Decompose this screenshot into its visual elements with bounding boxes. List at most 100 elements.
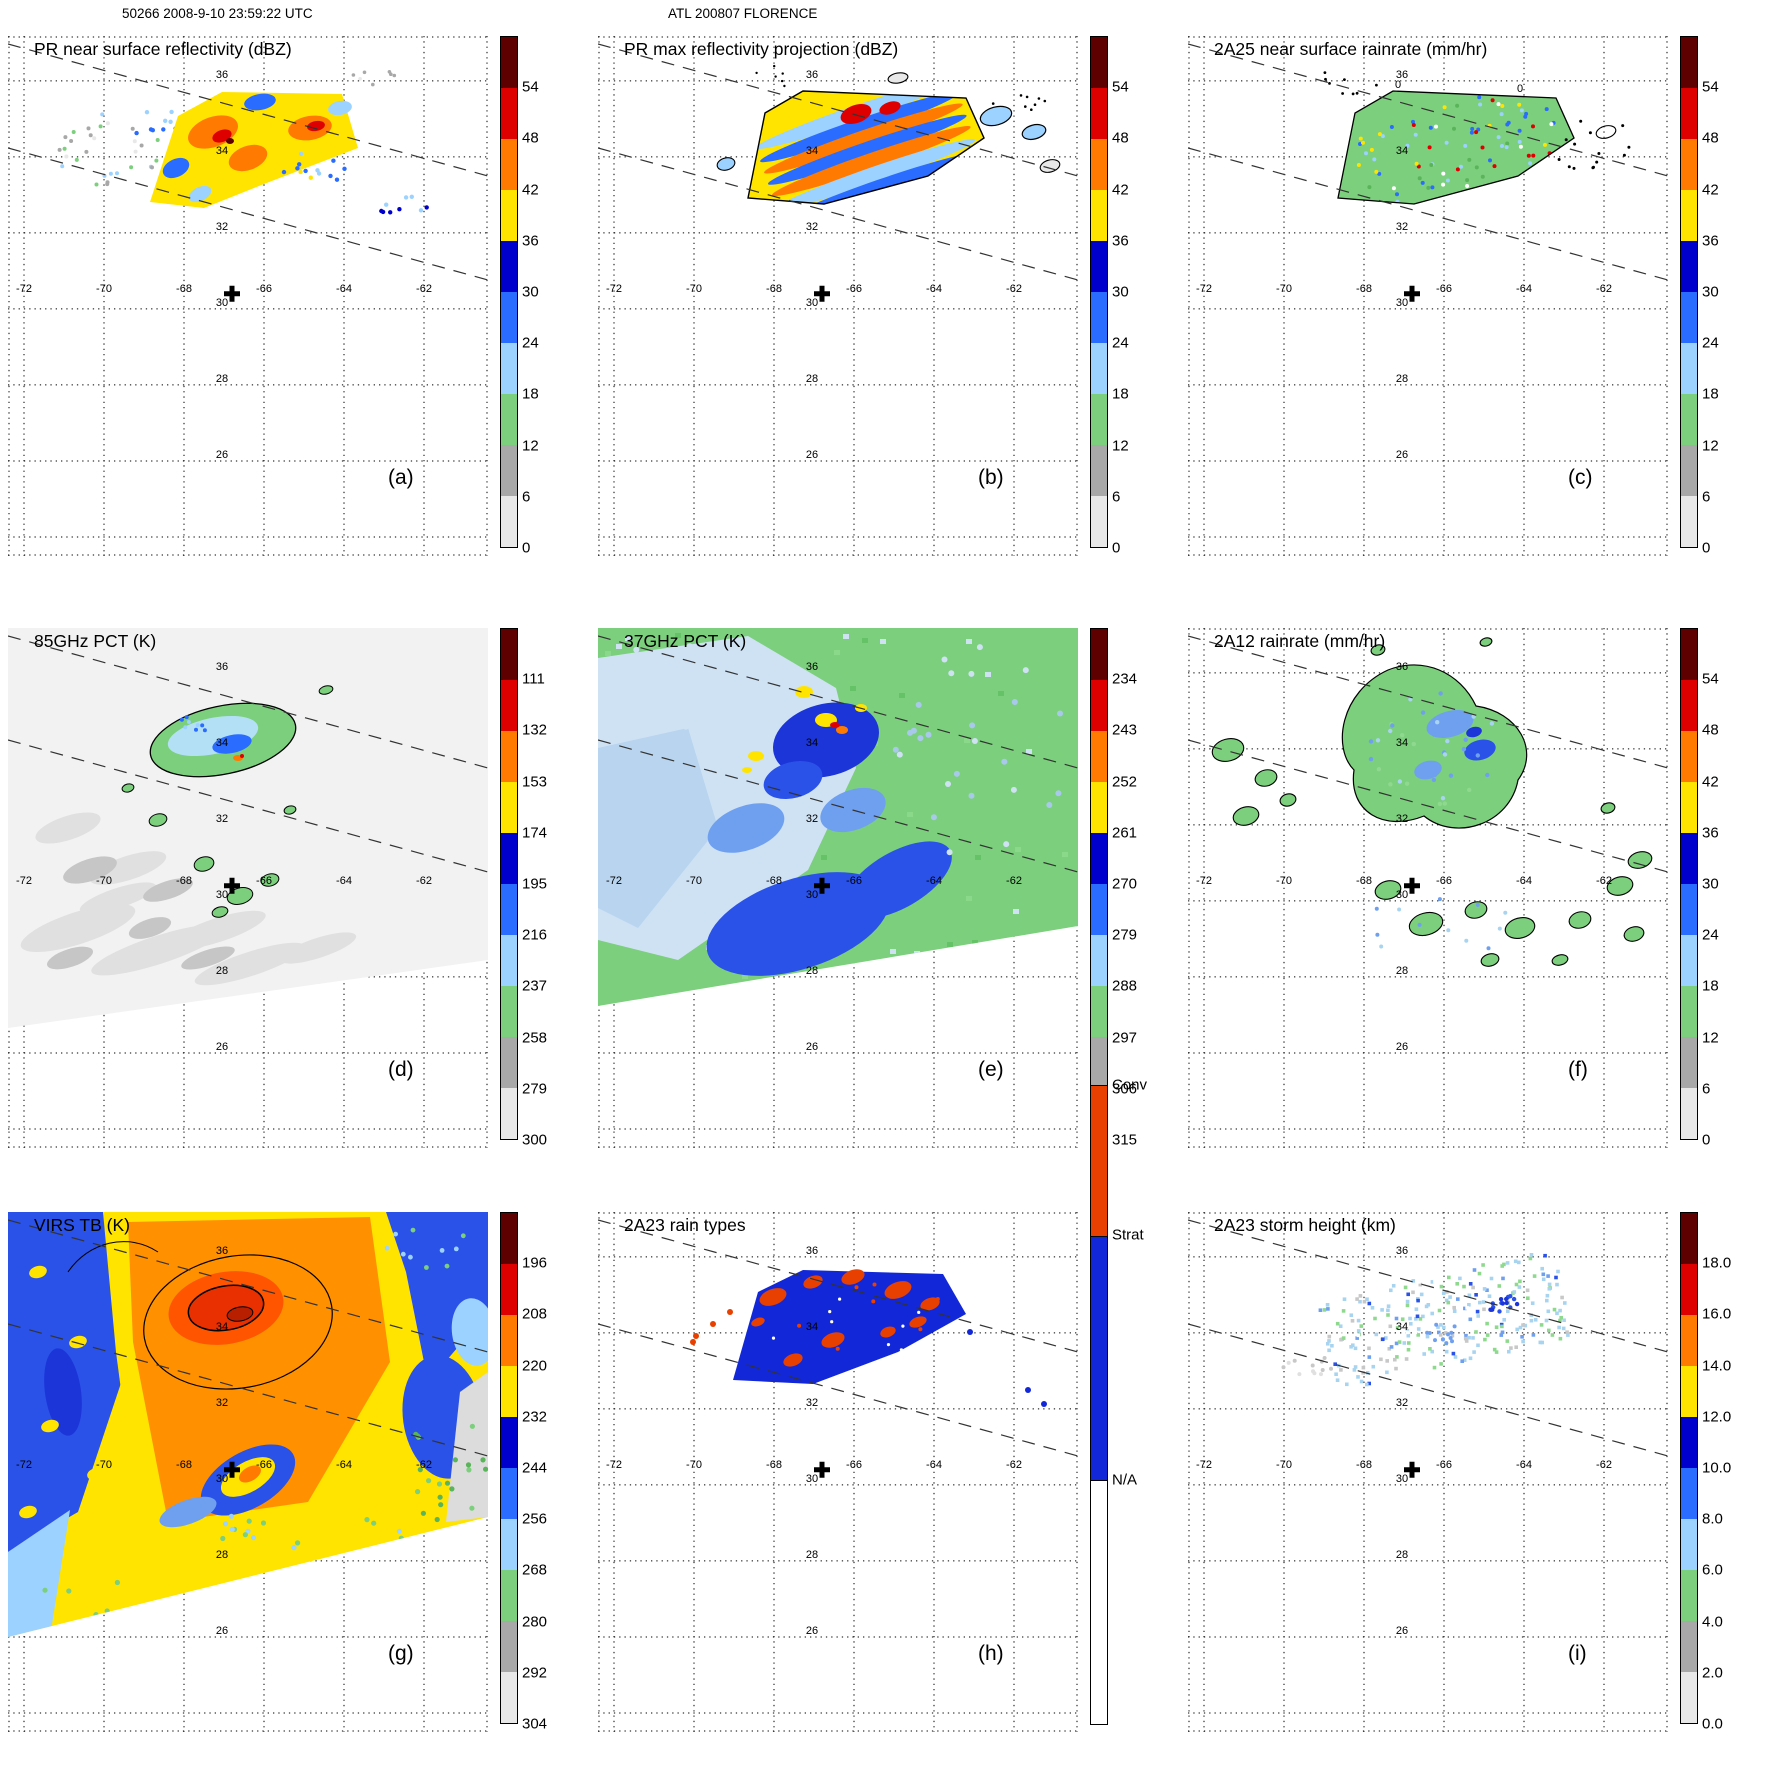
lon-tick-label: -66 (1436, 875, 1452, 887)
tick-labels: -72 -70 -68 -66 -64 -62 36 34 32 30 28 26 (1196, 661, 1612, 1053)
swath-edge-lines (8, 635, 488, 873)
lat-tick-label: 34 (1396, 1321, 1408, 1333)
lon-tick-label: -70 (686, 1459, 702, 1471)
swath-edge-lines (8, 1219, 488, 1457)
lat-tick-label: 30 (1396, 1473, 1408, 1485)
colorbar-segment (1681, 629, 1697, 680)
grid-lines (1188, 1212, 1668, 1732)
colorbar-segment (1681, 394, 1697, 445)
colorbar-tick-label: 54 (1112, 78, 1129, 96)
colorbar-segment (501, 1213, 517, 1264)
colorbar-tick-label: 24 (1702, 334, 1719, 352)
lon-tick-label: -62 (1006, 283, 1022, 295)
panel-h: -72 -70 -68 -66 -64 -62 36 34 32 30 28 26 2A23 rain … (598, 1077, 1176, 1732)
colorbar-tick-label: 234 (1112, 670, 1138, 688)
colorbar-tick-label: 42 (1112, 181, 1129, 199)
colorbar-segment (1681, 1037, 1697, 1088)
colorbar-segment-label: Conv (1112, 1076, 1148, 1094)
colorbar-segment (1681, 1417, 1697, 1468)
panel-letter: (h) (978, 1642, 1004, 1665)
colorbar-tick-label: 24 (522, 334, 539, 352)
grid-lines (598, 1212, 1078, 1732)
lat-tick-label: 30 (216, 1473, 228, 1485)
grid-lines (8, 36, 488, 556)
colorbar-segment (501, 1037, 517, 1088)
lon-tick-label: -66 (1436, 1459, 1452, 1471)
colorbar-tick-label: 16.0 (1702, 1305, 1732, 1323)
lat-tick-label: 34 (1396, 145, 1408, 157)
lon-tick-label: -66 (256, 875, 272, 887)
colorbar-tick-label: 48 (1702, 721, 1719, 739)
lat-tick-label: 26 (806, 449, 818, 461)
colorbar-segment (501, 1417, 517, 1468)
panel-letter: (i) (1568, 1642, 1587, 1665)
colorbar-segment (501, 343, 517, 394)
tick-labels: -72 -70 -68 -66 -64 -62 36 34 32 30 28 26 (16, 69, 432, 461)
map-plot-e: -72 -70 -68 -66 -64 -62 36 34 32 30 28 26 (598, 628, 1078, 1148)
panel-letter: (g) (388, 1642, 414, 1665)
colorbar-tick-label: 6 (1702, 488, 1711, 506)
colorbar-segment (1681, 1468, 1697, 1519)
colorbar-tick-label: 48 (1702, 129, 1719, 147)
colorbar-segment (1681, 37, 1697, 88)
colorbar-tick-label: 297 (1112, 1029, 1138, 1047)
panel-g: -72 -70 -68 -66 -64 -62 36 34 32 30 28 26 VIRS TB (K… (8, 1212, 586, 1733)
colorbar-segment (1091, 884, 1107, 935)
colorbar-segment (501, 139, 517, 190)
colorbar-segment (1091, 394, 1107, 445)
colorbar-segment (501, 833, 517, 884)
lat-tick-label: 26 (216, 449, 228, 461)
panel-i: -72 -70 -68 -66 -64 -62 36 34 32 30 28 26 2A23 storm… (1188, 1212, 1766, 1733)
lon-tick-label: -68 (1356, 875, 1372, 887)
colorbar-tick-label: 237 (522, 977, 548, 995)
colorbar-tick-label: 232 (522, 1408, 548, 1426)
colorbar-segment (1681, 884, 1697, 935)
colorbar-segment (1681, 88, 1697, 139)
lat-tick-label: 34 (1396, 737, 1408, 749)
colorbar-tick-label: 270 (1112, 875, 1138, 893)
colorbar-segment (1681, 1672, 1697, 1723)
colorbar-tick-label: 12.0 (1702, 1408, 1732, 1426)
colorbar-segment (501, 629, 517, 680)
colorbar-segment (501, 88, 517, 139)
colorbar-segment (501, 241, 517, 292)
lon-tick-label: -68 (176, 875, 192, 887)
panel-title: PR max reflectivity projection (dBZ) (624, 39, 899, 59)
lat-tick-label: 36 (1396, 661, 1408, 673)
lat-tick-label: 34 (216, 737, 228, 749)
colorbar-tick-label: 288 (1112, 977, 1138, 995)
colorbar-segment (1091, 629, 1107, 680)
colorbar-d (500, 628, 518, 1140)
colorbar-segment (501, 292, 517, 343)
colorbar-tick-label: 0 (522, 539, 531, 557)
lat-tick-label: 36 (806, 69, 818, 81)
colorbar-tick-label: 48 (522, 129, 539, 147)
colorbar-segment (1681, 190, 1697, 241)
colorbar-tick-label: 12 (1112, 437, 1129, 455)
colorbar-tick-label: 42 (522, 181, 539, 199)
colorbar-segment (1681, 782, 1697, 833)
lat-tick-label: 28 (1396, 965, 1408, 977)
colorbar-segment (501, 1366, 517, 1417)
lon-tick-label: -62 (1596, 1459, 1612, 1471)
lat-tick-label: 28 (216, 1549, 228, 1561)
panel-title: 2A23 rain types (624, 1215, 746, 1235)
colorbar-tick-label: 54 (1702, 670, 1719, 688)
lon-tick-label: -72 (1196, 875, 1212, 887)
lat-tick-label: 30 (806, 297, 818, 309)
lon-tick-label: -64 (336, 875, 352, 887)
lon-tick-label: -72 (1196, 283, 1212, 295)
colorbar-b (1090, 36, 1108, 548)
lat-tick-label: 28 (806, 1549, 818, 1561)
colorbar-tick-label: 36 (1112, 232, 1129, 250)
panel-letter: (e) (978, 1058, 1004, 1081)
colorbar-segment (501, 884, 517, 935)
colorbar-tick-label: 0.0 (1702, 1715, 1723, 1733)
lon-tick-label: -72 (16, 1459, 32, 1471)
lon-tick-label: -64 (1516, 1459, 1532, 1471)
lon-tick-label: -70 (1276, 283, 1292, 295)
colorbar-g (500, 1212, 518, 1724)
colorbar-segment (501, 394, 517, 445)
lon-tick-label: -66 (846, 875, 862, 887)
lon-tick-label: -62 (1596, 875, 1612, 887)
